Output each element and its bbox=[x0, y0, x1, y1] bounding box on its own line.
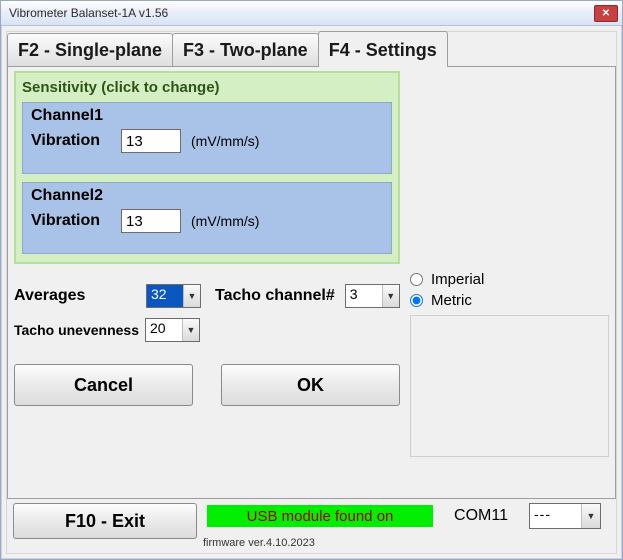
app-window: Vibrometer Balanset-1A v1.56 ✕ F2 - Sing… bbox=[0, 0, 623, 560]
titlebar: Vibrometer Balanset-1A v1.56 ✕ bbox=[1, 1, 622, 26]
imperial-radio[interactable] bbox=[410, 273, 423, 286]
window-title: Vibrometer Balanset-1A v1.56 bbox=[9, 6, 594, 20]
averages-label: Averages bbox=[14, 287, 136, 305]
tacho-uneven-row: Tacho unevenness 20 ▼ bbox=[14, 318, 400, 342]
com-port-value: --- bbox=[530, 504, 581, 528]
settings-area: Sensitivity (click to change) Channel1 V… bbox=[8, 67, 615, 467]
tab-panel: Sensitivity (click to change) Channel1 V… bbox=[7, 66, 616, 499]
metric-radio[interactable] bbox=[410, 294, 423, 307]
tacho-uneven-value: 20 bbox=[146, 319, 182, 341]
usb-status: USB module found on bbox=[207, 505, 433, 527]
averages-combo[interactable]: 32 ▼ bbox=[146, 284, 201, 308]
tab-two-plane[interactable]: F3 - Two-plane bbox=[172, 33, 319, 67]
channel1-vibration-input[interactable] bbox=[121, 129, 181, 153]
tacho-uneven-combo[interactable]: 20 ▼ bbox=[145, 318, 200, 342]
units-radio-group: Imperial Metric bbox=[410, 271, 609, 309]
chevron-down-icon[interactable]: ▼ bbox=[581, 504, 600, 528]
chevron-down-icon[interactable]: ▼ bbox=[382, 285, 399, 307]
tacho-channel-value: 3 bbox=[346, 285, 382, 307]
chevron-down-icon[interactable]: ▼ bbox=[182, 319, 199, 341]
exit-button[interactable]: F10 - Exit bbox=[13, 503, 197, 539]
channel1-box: Channel1 Vibration (mV/mm/s) bbox=[22, 102, 392, 174]
units-radio-imperial[interactable]: Imperial bbox=[410, 271, 609, 288]
right-empty-panel bbox=[410, 315, 609, 457]
com-port-label: COM11 bbox=[437, 507, 525, 525]
imperial-label: Imperial bbox=[431, 271, 484, 288]
channel1-units: (mV/mm/s) bbox=[191, 133, 259, 149]
sensitivity-group[interactable]: Sensitivity (click to change) Channel1 V… bbox=[14, 71, 400, 264]
tab-single-plane[interactable]: F2 - Single-plane bbox=[7, 33, 173, 67]
channel2-vibration-input[interactable] bbox=[121, 209, 181, 233]
tacho-channel-label: Tacho channel# bbox=[215, 287, 335, 305]
tab-settings[interactable]: F4 - Settings bbox=[318, 31, 448, 67]
tacho-uneven-label: Tacho unevenness bbox=[14, 322, 139, 338]
cancel-button[interactable]: Cancel bbox=[14, 364, 193, 406]
settings-left-column: Sensitivity (click to change) Channel1 V… bbox=[14, 71, 400, 457]
com-port-combo[interactable]: --- ▼ bbox=[529, 503, 601, 529]
averages-row: Averages 32 ▼ Tacho channel# 3 ▼ bbox=[14, 284, 400, 308]
tacho-channel-combo[interactable]: 3 ▼ bbox=[345, 284, 400, 308]
metric-label: Metric bbox=[431, 292, 472, 309]
chevron-down-icon[interactable]: ▼ bbox=[183, 285, 200, 307]
channel2-box: Channel2 Vibration (mV/mm/s) bbox=[22, 182, 392, 254]
channel1-vibration-label: Vibration bbox=[31, 132, 111, 150]
settings-right-column: Imperial Metric bbox=[410, 71, 609, 457]
channel2-units: (mV/mm/s) bbox=[191, 213, 259, 229]
channel1-title: Channel1 bbox=[31, 107, 383, 125]
client-area: F2 - Single-plane F3 - Two-plane F4 - Se… bbox=[6, 31, 617, 554]
close-icon[interactable]: ✕ bbox=[594, 5, 618, 22]
ok-button[interactable]: OK bbox=[221, 364, 400, 406]
sensitivity-legend: Sensitivity (click to change) bbox=[16, 73, 398, 102]
channel2-title: Channel2 bbox=[31, 187, 383, 205]
units-radio-metric[interactable]: Metric bbox=[410, 292, 609, 309]
firmware-label: firmware ver.4.10.2023 bbox=[203, 537, 616, 549]
averages-value: 32 bbox=[147, 285, 183, 307]
channel2-vibration-label: Vibration bbox=[31, 212, 111, 230]
button-row: Cancel OK bbox=[14, 364, 400, 406]
tab-strip: F2 - Single-plane F3 - Two-plane F4 - Se… bbox=[7, 32, 616, 66]
